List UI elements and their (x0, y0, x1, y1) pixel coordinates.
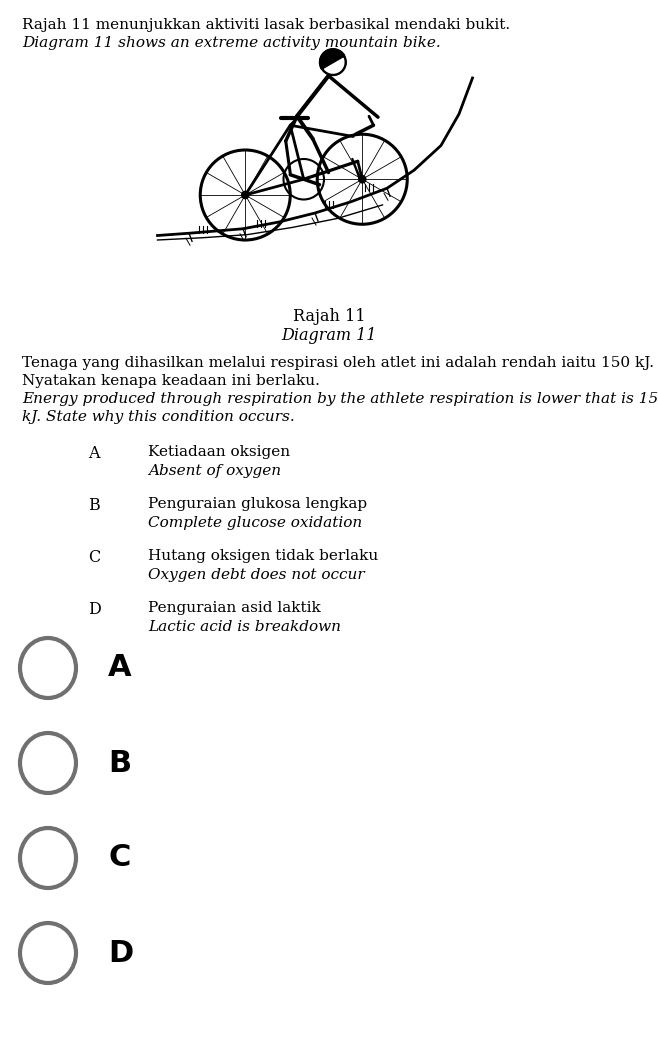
Text: Nyatakan kenapa keadaan ini berlaku.: Nyatakan kenapa keadaan ini berlaku. (22, 374, 320, 388)
Text: C: C (88, 549, 100, 566)
Text: Lactic acid is breakdown: Lactic acid is breakdown (148, 620, 341, 634)
Text: A: A (88, 445, 99, 463)
Text: D: D (88, 601, 101, 618)
Text: B: B (88, 497, 100, 514)
Text: D: D (108, 938, 134, 968)
Text: Penguraian glukosa lengkap: Penguraian glukosa lengkap (148, 497, 367, 511)
Text: Rajah 11 menunjukkan aktiviti lasak berbasikal mendaki bukit.: Rajah 11 menunjukkan aktiviti lasak berb… (22, 18, 510, 32)
Text: Ketiadaan oksigen: Ketiadaan oksigen (148, 445, 290, 459)
Text: Oxygen debt does not occur: Oxygen debt does not occur (148, 568, 365, 582)
Text: Penguraian asid laktik: Penguraian asid laktik (148, 601, 320, 615)
Wedge shape (320, 49, 345, 69)
Circle shape (320, 50, 345, 75)
Text: Absent of oxygen: Absent of oxygen (148, 464, 281, 478)
Text: Energy produced through respiration by the athlete respiration is lower that is : Energy produced through respiration by t… (22, 392, 658, 407)
Circle shape (241, 192, 249, 199)
Text: Diagram 11: Diagram 11 (282, 327, 376, 344)
Text: Complete glucose oxidation: Complete glucose oxidation (148, 516, 363, 530)
Text: Hutang oksigen tidak berlaku: Hutang oksigen tidak berlaku (148, 549, 378, 563)
Wedge shape (322, 56, 345, 75)
Text: B: B (108, 749, 131, 778)
Circle shape (359, 175, 366, 183)
Text: Diagram 11 shows an extreme activity mountain bike.: Diagram 11 shows an extreme activity mou… (22, 36, 441, 50)
Text: Tenaga yang dihasilkan melalui respirasi oleh atlet ini adalah rendah iaitu 150 : Tenaga yang dihasilkan melalui respirasi… (22, 356, 654, 370)
Text: A: A (108, 653, 132, 682)
Text: Rajah 11: Rajah 11 (293, 308, 365, 325)
Text: C: C (108, 843, 130, 872)
Text: kJ. State why this condition occurs.: kJ. State why this condition occurs. (22, 410, 295, 424)
